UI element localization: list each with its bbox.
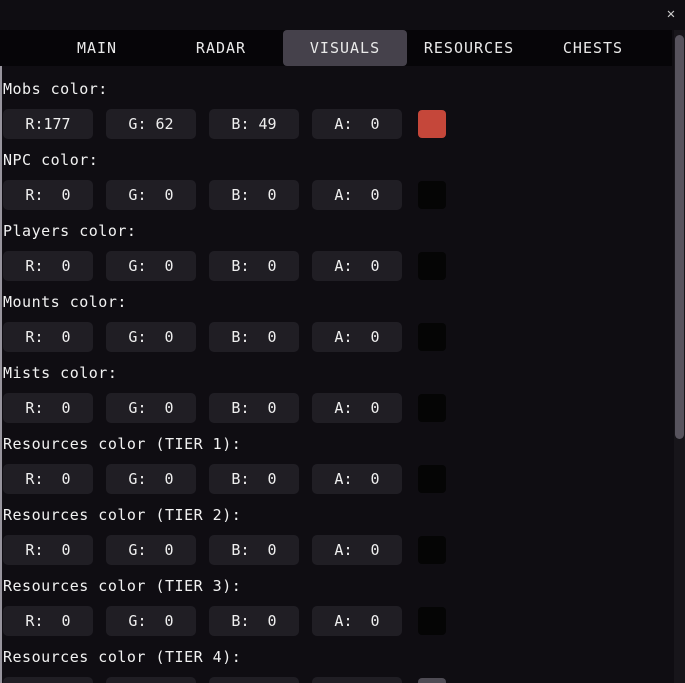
a-input[interactable]: A: 0: [312, 677, 402, 683]
b-input[interactable]: B: 0: [209, 464, 299, 494]
r-input[interactable]: R:177: [3, 109, 93, 139]
section-label: Resources color (TIER 4):: [3, 648, 242, 666]
color-section: Resources color (TIER 1): R: 0 G: 0 B: 0…: [2, 437, 685, 494]
g-input[interactable]: G: 0: [106, 180, 196, 210]
g-input[interactable]: G: 62: [106, 109, 196, 139]
tab-visuals[interactable]: VISUALS: [283, 30, 407, 66]
tab-resources[interactable]: RESOURCES: [407, 30, 531, 66]
tab-label: RADAR: [195, 39, 247, 57]
g-input[interactable]: G: 0: [106, 606, 196, 636]
r-input[interactable]: R: 0: [3, 535, 93, 565]
g-input[interactable]: G: 0: [106, 322, 196, 352]
g-input[interactable]: G: 0: [106, 677, 196, 683]
rgba-row: R: 0 G: 0 B: 0 A: 0: [3, 393, 685, 423]
color-section: Mists color: R: 0 G: 0 B: 0 A: 0: [2, 366, 685, 423]
g-input[interactable]: G: 0: [106, 535, 196, 565]
close-icon[interactable]: ✕: [666, 6, 676, 22]
rgba-row: R: 0 G: 0 B: 0 A: 0: [3, 180, 685, 210]
b-input[interactable]: B: 0: [209, 535, 299, 565]
b-input[interactable]: B: 0: [209, 251, 299, 281]
r-input[interactable]: R: 0: [3, 677, 93, 683]
r-input[interactable]: R: 0: [3, 251, 93, 281]
color-swatch[interactable]: [418, 678, 446, 683]
color-section: Resources color (TIER 3): R: 0 G: 0 B: 0…: [2, 579, 685, 636]
scrollbar-thumb[interactable]: [675, 35, 684, 439]
rgba-row: R: 0 G: 0 B: 0 A: 0: [3, 464, 685, 494]
titlebar: ✕: [0, 0, 685, 30]
section-label: Mobs color:: [3, 80, 108, 98]
b-input[interactable]: B: 0: [209, 180, 299, 210]
b-input[interactable]: B: 49: [209, 109, 299, 139]
tab-label: RESOURCES: [423, 39, 515, 57]
a-input[interactable]: A: 0: [312, 180, 402, 210]
color-swatch[interactable]: [418, 607, 446, 635]
section-label: NPC color:: [3, 151, 99, 169]
r-input[interactable]: R: 0: [3, 464, 93, 494]
tab-chests[interactable]: CHESTS: [531, 30, 655, 66]
b-input[interactable]: B: 0: [209, 322, 299, 352]
rgba-row: R: 0 G: 0 B: 0 A: 0: [3, 251, 685, 281]
color-section: Mounts color: R: 0 G: 0 B: 0 A: 0: [2, 295, 685, 352]
a-input[interactable]: A: 0: [312, 606, 402, 636]
rgba-row: R: 0 G: 0 B: 0 A: 0: [3, 606, 685, 636]
rgba-row: R:177 G: 62 B: 49 A: 0: [3, 109, 685, 139]
b-input[interactable]: B: 0: [209, 393, 299, 423]
g-input[interactable]: G: 0: [106, 251, 196, 281]
color-swatch[interactable]: [418, 323, 446, 351]
visuals-panel: Mobs color: R:177 G: 62 B: 49 A: 0 NPC c…: [0, 66, 685, 683]
color-swatch[interactable]: [418, 110, 446, 138]
rgba-row: R: 0 G: 0 B: 0 A: 0: [3, 535, 685, 565]
scrollbar[interactable]: [674, 30, 685, 683]
color-section: Players color: R: 0 G: 0 B: 0 A: 0: [2, 224, 685, 281]
g-input[interactable]: G: 0: [106, 393, 196, 423]
a-input[interactable]: A: 0: [312, 251, 402, 281]
color-swatch[interactable]: [418, 465, 446, 493]
a-input[interactable]: A: 0: [312, 322, 402, 352]
section-label: Resources color (TIER 1):: [3, 435, 242, 453]
tab-label: CHESTS: [562, 39, 624, 57]
section-label: Resources color (TIER 3):: [3, 577, 242, 595]
tab-main[interactable]: MAIN: [35, 30, 159, 66]
r-input[interactable]: R: 0: [3, 393, 93, 423]
section-label: Mists color:: [3, 364, 118, 382]
color-section: Resources color (TIER 2): R: 0 G: 0 B: 0…: [2, 508, 685, 565]
section-label: Mounts color:: [3, 293, 127, 311]
tab-label: MAIN: [76, 39, 118, 57]
color-swatch[interactable]: [418, 394, 446, 422]
b-input[interactable]: B: 0: [209, 677, 299, 683]
a-input[interactable]: A: 0: [312, 464, 402, 494]
a-input[interactable]: A: 0: [312, 393, 402, 423]
tab-label: VISUALS: [309, 39, 381, 57]
color-swatch[interactable]: [418, 252, 446, 280]
b-input[interactable]: B: 0: [209, 606, 299, 636]
r-input[interactable]: R: 0: [3, 322, 93, 352]
g-input[interactable]: G: 0: [106, 464, 196, 494]
color-section: Mobs color: R:177 G: 62 B: 49 A: 0: [2, 82, 685, 139]
color-section: Resources color (TIER 4): R: 0 G: 0 B: 0…: [2, 650, 685, 683]
a-input[interactable]: A: 0: [312, 535, 402, 565]
r-input[interactable]: R: 0: [3, 180, 93, 210]
tab-bar: MAIN RADAR VISUALS RESOURCES CHESTS: [0, 30, 672, 66]
tab-radar[interactable]: RADAR: [159, 30, 283, 66]
r-input[interactable]: R: 0: [3, 606, 93, 636]
section-label: Players color:: [3, 222, 137, 240]
color-swatch[interactable]: [418, 536, 446, 564]
section-label: Resources color (TIER 2):: [3, 506, 242, 524]
color-swatch[interactable]: [418, 181, 446, 209]
rgba-row: R: 0 G: 0 B: 0 A: 0: [3, 322, 685, 352]
a-input[interactable]: A: 0: [312, 109, 402, 139]
rgba-row: R: 0 G: 0 B: 0 A: 0: [3, 677, 685, 683]
color-section: NPC color: R: 0 G: 0 B: 0 A: 0: [2, 153, 685, 210]
